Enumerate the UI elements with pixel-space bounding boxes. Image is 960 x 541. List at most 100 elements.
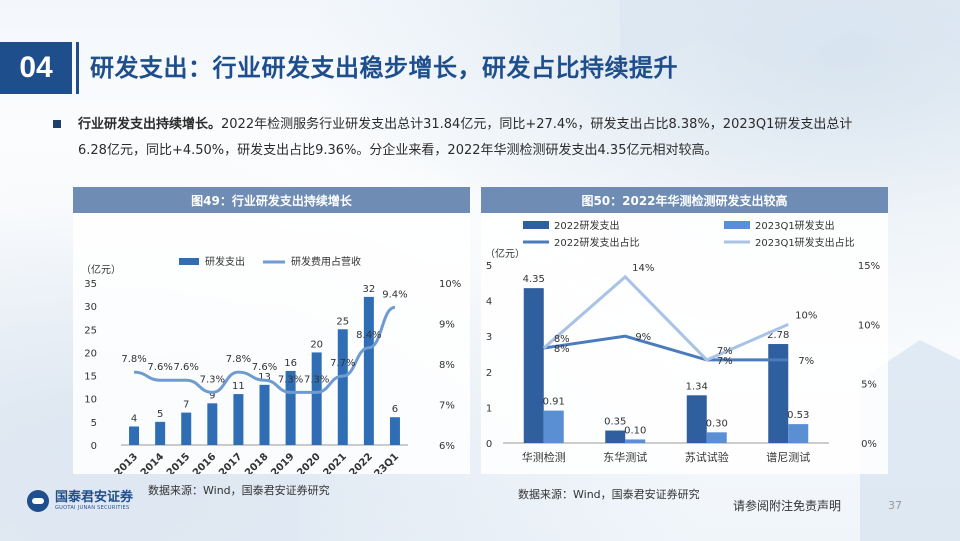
bar-2023q1-label: 0.53 [787, 410, 809, 421]
bar-2022 [686, 395, 707, 443]
y-axis-unit: （亿元） [81, 263, 121, 276]
line-value-label: 7.3% [304, 374, 329, 385]
ratio-line [133, 305, 396, 394]
x-tick-label: 2018 [243, 451, 270, 474]
y-left-tick: 4 [486, 297, 492, 308]
y-left-tick: 20 [84, 348, 97, 359]
header-divider [76, 42, 79, 94]
legend-label-bar: 研发支出 [205, 255, 245, 268]
line-2023q1-label: 10% [795, 310, 817, 321]
line-2022-label: 7% [798, 356, 814, 367]
bar-value-label: 32 [362, 284, 375, 295]
summary-text: 2022年检测服务行业研发支出总计31.84亿元，同比+27.4%，研发支出占比… [78, 117, 853, 158]
line-2022-label: 7% [717, 356, 733, 367]
y-left-tick: 5 [486, 261, 492, 272]
legend-swatch-bar [179, 258, 199, 265]
logo-name-en: GUOTAI JUNAN SECURITIES [55, 505, 130, 511]
bar-2022-label: 1.34 [686, 381, 708, 392]
bar-2023q1-label: 0.10 [624, 425, 646, 436]
bar-2023q1-label: 0.30 [706, 418, 728, 429]
x-tick-label: 2019 [269, 451, 296, 474]
line-2022-label: 9% [635, 332, 651, 343]
y-left-tick: 3 [486, 332, 492, 343]
bar-value-label: 20 [310, 339, 323, 350]
chart-50-title: 图50：2022年华测检测研发支出较高 [481, 187, 888, 213]
section-number: 04 [0, 42, 72, 94]
y-left-tick: 1 [486, 403, 492, 414]
bar-2022 [768, 344, 789, 443]
bar-2022 [523, 288, 544, 443]
y-right-tick: 10% [439, 279, 461, 290]
bar-2023q1 [788, 424, 809, 443]
line-2023q1-label: 14% [632, 263, 654, 274]
disclaimer: 请参阅附注免责声明 [733, 499, 842, 513]
summary-lead: 行业研发支出持续增长。 [78, 117, 222, 132]
x-tick-label: 2014 [139, 451, 166, 474]
page-number: 37 [888, 499, 902, 512]
legend-label-line-2022: 2022研发支出占比 [554, 236, 639, 249]
x-tick-label: 苏试试验 [685, 450, 729, 464]
legend-label-line: 研发费用占营收 [291, 255, 361, 268]
line-value-label: 9.4% [382, 289, 407, 300]
line-2022 [543, 334, 789, 362]
y-right-tick: 0% [861, 439, 877, 450]
y-right-tick: 9% [439, 320, 455, 331]
bar [155, 421, 166, 445]
bar-2022-label: 0.35 [604, 417, 626, 428]
x-tick-label: 谱尼测试 [766, 450, 810, 464]
bar [181, 412, 192, 445]
y-right-tick: 8% [439, 360, 455, 371]
bar [311, 352, 322, 445]
x-tick-label: 2022 [348, 451, 375, 474]
line-2023q1 [542, 274, 789, 362]
bar [337, 329, 348, 445]
y-right-tick: 10% [858, 320, 880, 331]
bar-2022-label: 2.78 [767, 330, 789, 341]
company-logo: 国泰君安证券 GUOTAI JUNAN SECURITIES [27, 490, 133, 512]
bar-2023q1-label: 0.91 [543, 397, 565, 408]
y-left-tick: 35 [84, 279, 97, 290]
bar-2023q1 [543, 410, 564, 443]
line-value-label: 7.8% [121, 354, 146, 365]
bar-value-label: 7 [183, 400, 189, 411]
logo-icon [27, 490, 49, 512]
y-left-tick: 15 [84, 372, 97, 383]
bar-value-label: 5 [157, 409, 163, 420]
chart-49-title: 图49：行业研发支出持续增长 [73, 187, 470, 213]
x-tick-label: 2015 [165, 451, 192, 474]
line-2023q1-label: 8% [554, 334, 570, 345]
bar [129, 426, 140, 445]
line-2023q1-label: 7% [717, 346, 733, 357]
x-tick-label: 2020 [295, 451, 322, 474]
legend-label-bar-2022: 2022研发支出 [554, 219, 619, 232]
x-tick-label: 2017 [217, 451, 244, 474]
y-axis-unit: （亿元） [485, 247, 525, 260]
y-right-tick: 5% [861, 380, 877, 391]
bar [233, 394, 244, 445]
logo-name-cn: 国泰君安证券 [55, 490, 134, 505]
bar-value-label: 11 [232, 381, 245, 392]
bar [207, 403, 218, 445]
chart-50: 图50：2022年华测检测研发支出较高 2022研发支出 2023Q1研发支出 20… [481, 187, 888, 474]
line-value-label: 7.6% [174, 362, 199, 373]
x-tick-label: 2013 [113, 451, 140, 474]
line-value-label: 7.6% [147, 362, 172, 373]
chart-49-plot: 研发支出 研发费用占营收 （亿元） 0 5 10 15 20 25 30 35 6% 7% 8% 9% 10%… [81, 255, 461, 490]
bar [259, 384, 270, 445]
y-left-tick: 30 [84, 302, 97, 313]
bar-2023q1 [706, 432, 727, 443]
y-left-tick: 0 [91, 441, 97, 452]
legend-swatch-bar-2023q1 [724, 221, 750, 229]
y-right-tick: 7% [439, 401, 455, 412]
bar [285, 370, 296, 445]
chart-49: 图49：行业研发支出持续增长 研发支出 研发费用占营收 （亿元） 0 5 10 15 20 25… [73, 187, 470, 490]
chart-50-source: 数据来源：Wind，国泰君安证券研究 [518, 488, 700, 501]
y-right-tick: 15% [858, 261, 880, 272]
legend-swatch-bar-2022 [523, 221, 549, 229]
x-tick-label: 东华测试 [603, 450, 647, 464]
bar-2022-label: 4.35 [523, 274, 545, 285]
y-left-tick: 0 [486, 439, 492, 450]
chart-50-plot: 2022研发支出 2023Q1研发支出 2022研发支出占比 2023Q1研发支出占比… [485, 219, 880, 464]
x-tick-label: 2016 [191, 451, 218, 474]
y-left-tick: 2 [486, 368, 492, 379]
